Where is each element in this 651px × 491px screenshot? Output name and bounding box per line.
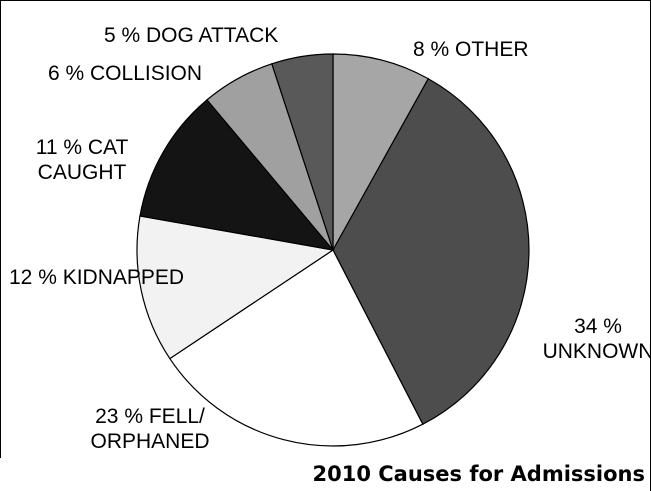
slice-label: 12 % KIDNAPPED: [9, 266, 184, 289]
slice-label-line: 34 %: [574, 315, 622, 338]
slice-label-line: 8 % OTHER: [413, 38, 529, 61]
pie-slice: [332, 53, 430, 253]
slice-label-line: 6 % COLLISION: [48, 62, 202, 85]
slice-label: 23 % FELL/ORPHANED: [90, 405, 209, 453]
pie-slice: [136, 215, 335, 360]
slice-label-line: 12 % KIDNAPPED: [9, 266, 184, 289]
chart-title: 2010 Causes for Admissions: [312, 462, 645, 486]
slice-label-line: CAUGHT: [38, 161, 127, 184]
slice-label: 34 % UNKNOWN: [543, 315, 651, 363]
slice-label-line: 5 % DOG ATTACK: [104, 24, 278, 47]
pie-slice: [271, 53, 334, 251]
frame-gap: [0, 458, 4, 491]
slice-label-line: UNKNOWN: [543, 340, 651, 363]
slice-label-line: 23 % FELL/: [95, 405, 205, 428]
slice-label: 6 % COLLISION: [48, 62, 202, 85]
pie-slice: [139, 99, 335, 251]
slice-label-line: ORPHANED: [90, 430, 209, 453]
slice-label: 8 % OTHER: [413, 38, 529, 61]
slice-label: 5 % DOG ATTACK: [104, 24, 278, 47]
slice-label-line: 11 % CAT: [36, 136, 129, 159]
pie-slice: [332, 77, 530, 426]
slice-label: 11 % CAT CAUGHT: [36, 136, 129, 184]
pie-slice: [168, 249, 424, 447]
